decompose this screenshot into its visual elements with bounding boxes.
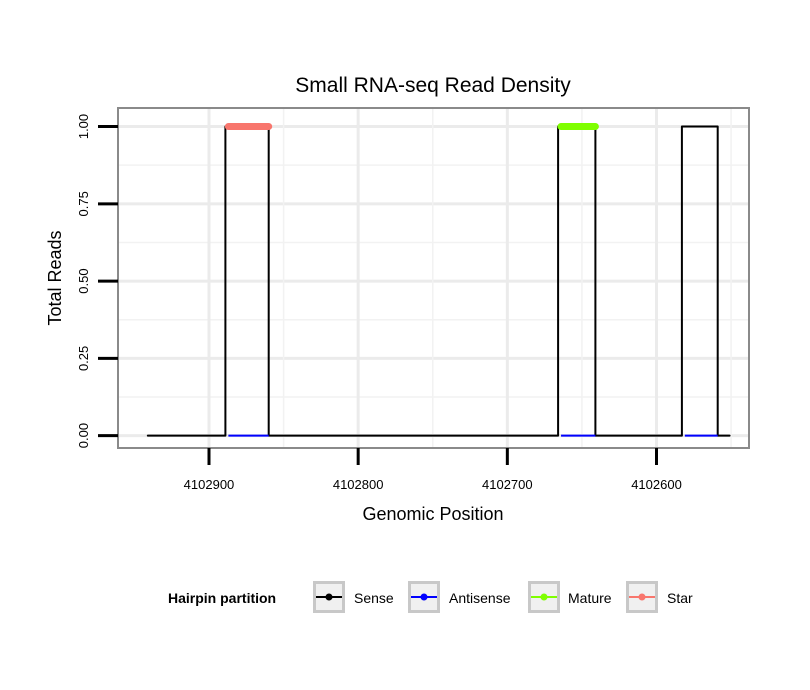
legend-item-star: Star [626,581,693,613]
legend-label: Antisense [449,590,511,606]
plot-border [117,107,750,449]
legend-label: Sense [354,590,394,606]
chart-title: Small RNA-seq Read Density [295,74,571,97]
y-tick-label: 0.75 [76,191,91,216]
legend-item-mature: Mature [528,581,612,613]
y-tick-label: 1.00 [76,114,91,139]
x-axis-title: Genomic Position [362,504,503,524]
x-tick-label: 4102700 [482,477,533,492]
y-axis-title: Total Reads [45,230,65,325]
y-tick-label: 0.00 [76,423,91,448]
y-tick-label: 0.50 [76,268,91,293]
legend-title: Hairpin partition [168,590,276,606]
x-tick-label: 4102800 [333,477,384,492]
legend-key-point [540,593,548,601]
legend-item-sense: Sense [313,581,394,613]
legend-label: Mature [568,590,612,606]
y-tick-label: 0.25 [76,346,91,371]
legend-label: Star [667,590,693,606]
legend-key-point [325,593,333,601]
legend-key-point [638,593,646,601]
legend-item-antisense: Antisense [408,581,511,613]
x-tick-label: 4102900 [184,477,235,492]
legend: Hairpin partition Sense Antisense Mature St… [168,581,693,613]
x-tick-label: 4102600 [631,477,682,492]
legend-key-point [420,593,428,601]
